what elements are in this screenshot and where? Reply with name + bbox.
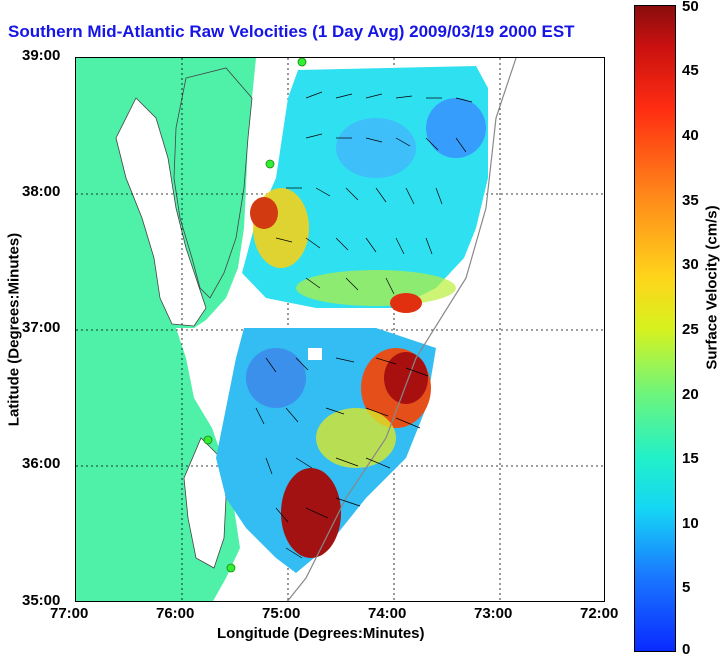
colorbar-tick: 30: [682, 256, 699, 273]
colorbar-tick: 40: [682, 127, 699, 144]
y-tick-label: 39:00: [22, 47, 61, 64]
y-tick-label: 35:00: [22, 592, 61, 609]
x-tick-label: 75:00: [262, 605, 301, 622]
x-tick-label: 73:00: [474, 605, 513, 622]
chesapeake-bay: [115, 97, 207, 327]
y-tick-label: 38:00: [22, 183, 61, 200]
map-plot-area: [75, 57, 605, 602]
hf-radar-stations: [203, 58, 307, 573]
map-svg: [76, 58, 604, 601]
map-title: Southern Mid-Atlantic Raw Velocities (1 …: [8, 22, 575, 41]
x-axis-label: Longitude (Degrees:Minutes): [217, 625, 425, 642]
colorbar-tick: 45: [682, 62, 699, 79]
colorbar-label: Surface Velocity (cm/s): [703, 205, 721, 370]
shelf-contour: [286, 58, 517, 601]
x-tick-label: 76:00: [156, 605, 195, 622]
y-tick-label: 37:00: [22, 319, 61, 336]
x-tick-label: 77:00: [50, 605, 89, 622]
y-axis-label: Latitude (Degrees:Minutes): [5, 232, 23, 427]
colorbar-tick: 50: [682, 0, 699, 15]
x-tick-label: 72:00: [580, 605, 619, 622]
colorbar-tick: 25: [682, 321, 699, 338]
x-tick-label: 74:00: [368, 605, 407, 622]
colorbar-tick: 0: [682, 641, 691, 658]
colorbar-tick: 15: [682, 450, 699, 467]
colorbar-tick: 20: [682, 386, 699, 403]
colorbar-tick: 5: [682, 579, 691, 596]
colorbar-tick: 35: [682, 192, 699, 209]
colorbar-tick: 10: [682, 515, 699, 532]
colorbar: [634, 5, 676, 652]
velocity-arrows: [255, 91, 473, 559]
y-tick-label: 36:00: [22, 455, 61, 472]
delmarva-peninsula: [173, 67, 253, 299]
